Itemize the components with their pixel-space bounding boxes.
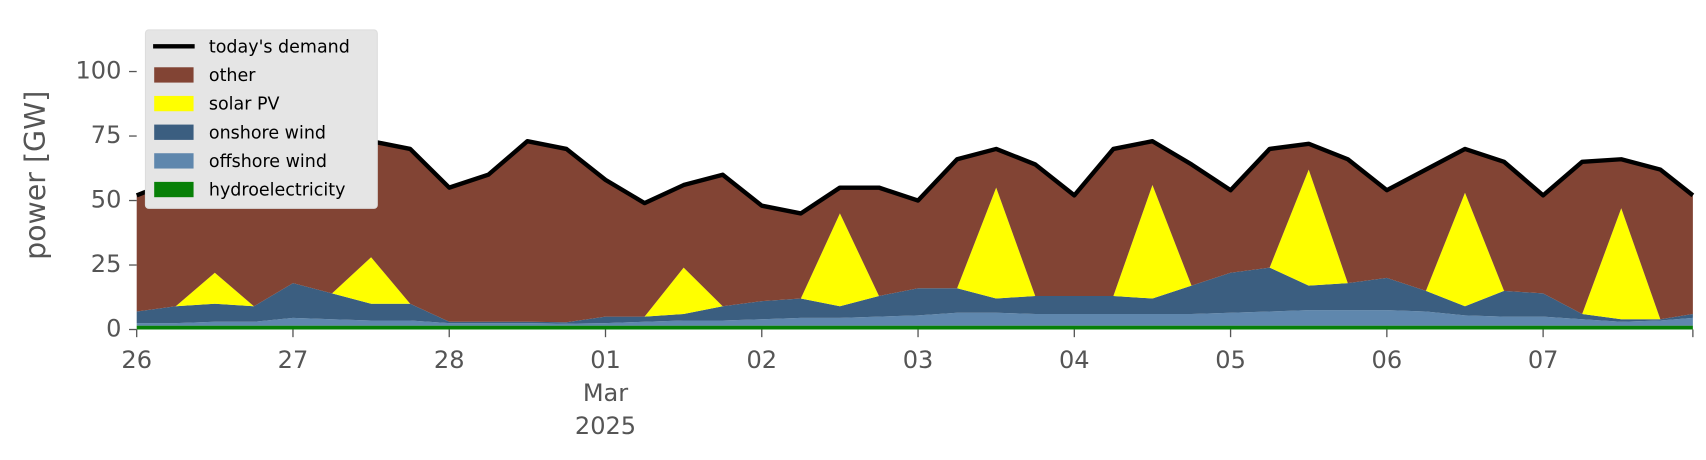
legend-swatch (154, 95, 194, 112)
y-tick-label: 50 (91, 186, 122, 214)
x-tick-label: 28 (434, 346, 465, 374)
x-tick-label: 04 (1059, 346, 1090, 374)
y-axis-label: power [GW] (19, 91, 52, 260)
x-tick-label: 01 Mar 2025 (575, 346, 636, 440)
y-tick-label: 0 (106, 315, 121, 343)
area (136, 267, 1693, 324)
x-tick-label: 07 (1528, 346, 1559, 374)
y-tick-label: 75 (91, 121, 122, 149)
area (136, 141, 1693, 323)
legend-label: offshore wind (209, 152, 327, 172)
legend: today's demand other solar PV onshore wind o… (144, 29, 378, 209)
area (136, 325, 1693, 330)
legend-swatch (154, 67, 194, 83)
x-tick-label: 05 (1215, 346, 1246, 374)
x-tick-label: 03 (903, 346, 934, 374)
x-tick-label: 26 (121, 346, 152, 374)
legend-label: solar PV (209, 95, 280, 115)
legend-swatch (154, 181, 194, 198)
legend-swatch (154, 153, 194, 169)
area (136, 310, 1693, 326)
legend-label: today's demand (209, 37, 350, 57)
y-tick-label: 25 (91, 250, 122, 278)
x-tick-label: 27 (278, 346, 309, 374)
legend-label: hydroelectricity (209, 181, 346, 201)
legend-label: other (209, 66, 256, 86)
area (136, 169, 1693, 323)
demand-line (135, 139, 1695, 216)
x-tick-label: 02 (746, 346, 777, 374)
legend-swatch (154, 124, 194, 140)
y-tick-label: 100 (75, 57, 121, 85)
legend-box (144, 29, 378, 209)
x-tick-label: 06 (1372, 346, 1403, 374)
legend-label: onshore wind (209, 123, 326, 143)
